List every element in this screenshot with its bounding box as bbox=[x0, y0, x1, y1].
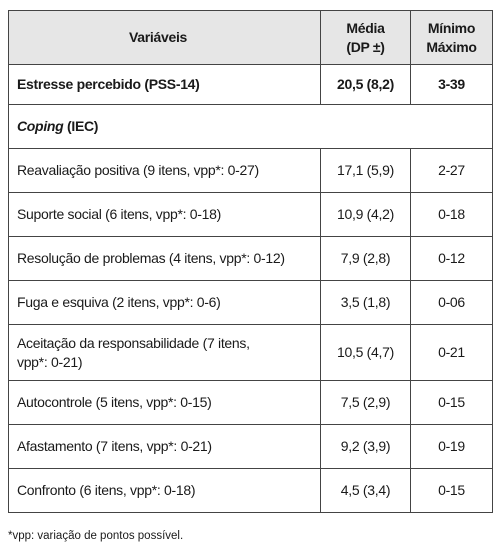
row-label: Suporte social (6 itens, vpp*: 0-18) bbox=[17, 206, 221, 222]
range-cell: 0-18 bbox=[410, 192, 493, 237]
row-label: Reavaliação positiva (9 itens, vpp*: 0-2… bbox=[17, 162, 259, 178]
table-row: Fuga e esquiva (2 itens, vpp*: 0-6) 3,5 (… bbox=[8, 280, 493, 325]
label-cell: Confronto (6 itens, vpp*: 0-18) bbox=[8, 468, 321, 513]
row-label: Estresse percebido (PSS-14) bbox=[17, 76, 200, 92]
row-label: Resolução de problemas (4 itens, vpp*: 0… bbox=[17, 250, 285, 266]
range-cell: 0-19 bbox=[410, 424, 493, 469]
range-value: 3-39 bbox=[438, 76, 465, 92]
mean-value: 10,9 (4,2) bbox=[337, 206, 394, 222]
label-cell: Reavaliação positiva (9 itens, vpp*: 0-2… bbox=[8, 148, 321, 193]
mean-value: 10,5 (4,7) bbox=[337, 344, 394, 360]
table-body: Estresse percebido (PSS-14) 20,5 (8,2) 3-3… bbox=[8, 64, 493, 513]
mean-value: 4,5 (3,4) bbox=[340, 482, 391, 498]
header-row: Variáveis Média (DP ±) Mínimo Máximo bbox=[8, 10, 493, 65]
mean-cell: 7,5 (2,9) bbox=[320, 380, 411, 425]
table-row: Reavaliação positiva (9 itens, vpp*: 0-2… bbox=[8, 148, 493, 193]
range-value: 0-18 bbox=[438, 206, 465, 222]
table-row: Aceitação da responsabilidade (7 itens, v… bbox=[8, 324, 493, 381]
row-label: Confronto (6 itens, vpp*: 0-18) bbox=[17, 482, 196, 498]
range-value: 0-15 bbox=[438, 482, 465, 498]
mean-cell: 10,9 (4,2) bbox=[320, 192, 411, 237]
range-value: 0-15 bbox=[438, 394, 465, 410]
mean-value: 3,5 (1,8) bbox=[340, 294, 391, 310]
label-cell: Afastamento (7 itens, vpp*: 0-21) bbox=[8, 424, 321, 469]
row-label: Fuga e esquiva (2 itens, vpp*: 0-6) bbox=[17, 294, 221, 310]
mean-value: 20,5 (8,2) bbox=[337, 76, 394, 92]
range-value: 0-21 bbox=[438, 344, 465, 360]
row-label: Autocontrole (5 itens, vpp*: 0-15) bbox=[17, 394, 212, 410]
mean-cell: 3,5 (1,8) bbox=[320, 280, 411, 325]
mean-cell: 9,2 (3,9) bbox=[320, 424, 411, 469]
label-cell: Coping (IEC) bbox=[8, 104, 493, 149]
range-cell: 0-21 bbox=[410, 324, 493, 381]
table-row: Resolução de problemas (4 itens, vpp*: 0… bbox=[8, 236, 493, 281]
table-row: Afastamento (7 itens, vpp*: 0-21) 9,2 (3,… bbox=[8, 424, 493, 469]
label-cell: Aceitação da responsabilidade (7 itens, v… bbox=[8, 324, 321, 381]
header-text: (DP ±) bbox=[346, 38, 385, 55]
label-cell: Estresse percebido (PSS-14) bbox=[8, 64, 321, 105]
header-text: Variáveis bbox=[129, 29, 188, 45]
mean-cell: 17,1 (5,9) bbox=[320, 148, 411, 193]
header-cell: Variáveis bbox=[8, 10, 321, 65]
label-cell: Resolução de problemas (4 itens, vpp*: 0… bbox=[8, 236, 321, 281]
range-value: 0-06 bbox=[438, 294, 465, 310]
range-value: 2-27 bbox=[438, 162, 465, 178]
table: Variáveis Média (DP ±) Mínimo Máximo Estre… bbox=[8, 10, 493, 513]
range-value: 0-12 bbox=[438, 250, 465, 266]
row-label: Aceitação da responsabilidade (7 itens, bbox=[17, 334, 250, 351]
header-text: Mínimo bbox=[427, 19, 476, 36]
row-label: Afastamento (7 itens, vpp*: 0-21) bbox=[17, 438, 212, 454]
table-row: Estresse percebido (PSS-14) 20,5 (8,2) 3-3… bbox=[8, 64, 493, 105]
range-cell: 0-15 bbox=[410, 468, 493, 513]
table-container: Variáveis Média (DP ±) Mínimo Máximo Estre… bbox=[8, 10, 493, 513]
range-cell: 0-12 bbox=[410, 236, 493, 281]
mean-value: 17,1 (5,9) bbox=[337, 162, 394, 178]
range-cell: 2-27 bbox=[410, 148, 493, 193]
mean-value: 7,9 (2,8) bbox=[340, 250, 391, 266]
mean-cell: 4,5 (3,4) bbox=[320, 468, 411, 513]
header-cell: Média (DP ±) bbox=[320, 10, 411, 65]
header-text: Máximo bbox=[426, 38, 477, 55]
section-label-italic: Coping bbox=[17, 118, 64, 134]
mean-cell: 20,5 (8,2) bbox=[320, 64, 411, 105]
table-row: Autocontrole (5 itens, vpp*: 0-15) 7,5 (2… bbox=[8, 380, 493, 425]
row-label: vpp*: 0-21) bbox=[17, 353, 83, 370]
table-row: Coping (IEC) bbox=[8, 104, 493, 149]
header-cell: Mínimo Máximo bbox=[410, 10, 493, 65]
label-cell: Fuga e esquiva (2 itens, vpp*: 0-6) bbox=[8, 280, 321, 325]
range-cell: 3-39 bbox=[410, 64, 493, 105]
mean-value: 9,2 (3,9) bbox=[340, 438, 391, 454]
mean-value: 7,5 (2,9) bbox=[340, 394, 391, 410]
table-row: Suporte social (6 itens, vpp*: 0-18) 10,9… bbox=[8, 192, 493, 237]
footnote: *vpp: variação de pontos possível. bbox=[8, 530, 184, 542]
table-row: Confronto (6 itens, vpp*: 0-18) 4,5 (3,4)… bbox=[8, 468, 493, 513]
range-cell: 0-06 bbox=[410, 280, 493, 325]
label-cell: Autocontrole (5 itens, vpp*: 0-15) bbox=[8, 380, 321, 425]
label-cell: Suporte social (6 itens, vpp*: 0-18) bbox=[8, 192, 321, 237]
mean-cell: 7,9 (2,8) bbox=[320, 236, 411, 281]
range-value: 0-19 bbox=[438, 438, 465, 454]
section-label: (IEC) bbox=[63, 118, 99, 134]
header-text: Média bbox=[346, 19, 385, 36]
range-cell: 0-15 bbox=[410, 380, 493, 425]
mean-cell: 10,5 (4,7) bbox=[320, 324, 411, 381]
